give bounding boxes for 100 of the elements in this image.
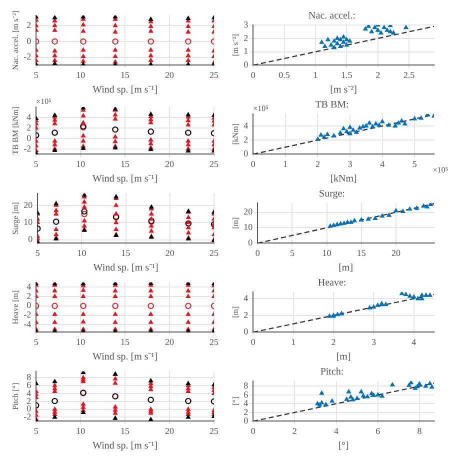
x-axis-title: [m]: [336, 352, 351, 363]
x-tick-label: 20: [165, 70, 175, 80]
x-tick-label: 3: [348, 158, 353, 169]
x-tick-label: 2: [331, 336, 336, 347]
y-tick-label: 0: [26, 404, 32, 414]
y-tick-label: 8: [244, 380, 249, 391]
y-tick-label: 2: [26, 122, 32, 132]
y-axis-title: [°]: [230, 396, 240, 406]
y-tick-label: 8: [26, 372, 32, 382]
x-tick-label: 5: [290, 248, 295, 258]
x-tick-label: 2: [315, 158, 320, 169]
x-axis-title: [kNm]: [330, 174, 357, 185]
x-tick-label: 4: [380, 158, 386, 169]
y-tick-label: -2: [24, 143, 32, 154]
y-tick-label: 6: [26, 380, 32, 390]
y-tick-label: 0: [26, 132, 32, 143]
y-tick-label: 2: [244, 406, 248, 417]
text: ×10⁵: [432, 165, 448, 174]
x-tick-label: 1: [313, 70, 318, 80]
x-tick-label: 25: [210, 70, 219, 80]
x-axis-title: Wind sp. [m s⁻¹]: [92, 174, 158, 185]
x-tick-label: 10: [76, 336, 86, 347]
y-tick-label: 20: [244, 206, 254, 217]
x-tick-label: 5: [35, 248, 40, 258]
y-axis-title: [m]: [230, 306, 240, 318]
x-tick-label: 20: [165, 158, 175, 169]
y-tick-label: 0: [26, 36, 32, 46]
x-tick-label: 1.5: [341, 70, 353, 80]
x-tick-label: 4: [334, 426, 340, 436]
x-tick-label: 15: [356, 248, 366, 258]
x-tick-label: 10: [76, 426, 86, 436]
y-tick-label: 0: [244, 148, 249, 159]
y-tick-label: -2: [24, 52, 32, 62]
y-tick-label: 20: [24, 200, 34, 210]
x-tick-label: 10: [76, 70, 86, 80]
y-tick-label: 0: [244, 60, 249, 70]
y-tick-label: 10: [244, 222, 254, 232]
chart-title: Nac. accel.:: [308, 10, 356, 22]
x-tick-label: 6: [376, 426, 381, 436]
y-tick-label: 4: [244, 293, 249, 304]
x-tick-label: 2: [376, 70, 380, 80]
x-axis-title: [m s⁻²]: [330, 84, 357, 96]
x-tick-label: 15: [121, 248, 131, 258]
x-tick-label: 5: [412, 158, 418, 169]
x-tick-label: 15: [120, 70, 130, 80]
y-tick-label: -2: [24, 310, 32, 320]
x-tick-label: 25: [210, 336, 219, 347]
y-tick-label: 4: [26, 112, 32, 122]
y-tick-label: 10: [24, 216, 34, 227]
x-tick-label: 4: [412, 336, 417, 347]
y-axis-title: Surge [m]: [10, 202, 20, 234]
x-tick-label: 15: [120, 336, 130, 347]
y-axis-title: Heave [m]: [10, 290, 20, 324]
x-tick-label: 1: [283, 158, 288, 169]
y-tick-label: 0: [26, 300, 32, 310]
y-axis-title: [kNm]: [230, 123, 240, 145]
text: ×10⁵: [253, 104, 269, 114]
y-tick-label: 4: [244, 398, 249, 408]
y-tick-label: 6: [244, 389, 249, 400]
y-tick-label: 1: [244, 46, 248, 56]
x-axis-title: [m]: [338, 262, 354, 274]
chart-title: Surge:: [319, 188, 345, 200]
y-axis-title: Pitch [°]: [10, 382, 20, 410]
x-tick-label: 25: [210, 158, 219, 169]
chart-title: Pitch:: [320, 366, 344, 378]
y-tick-label: 2: [26, 20, 32, 30]
y-tick-label: 2: [244, 310, 248, 320]
y-tick-label: 0: [244, 326, 249, 337]
x-axis-title: Wind sp. [m s⁻¹]: [93, 262, 158, 274]
x-axis-title: Wind sp. [m s⁻¹]: [92, 440, 158, 452]
y-tick-label: 4: [26, 388, 32, 398]
y-tick-label: 2: [244, 32, 248, 43]
x-tick-label: 5: [34, 70, 39, 80]
x-axis-title: Wind sp. [m s⁻¹]: [92, 352, 158, 363]
y-tick-label: -2: [24, 412, 32, 422]
x-tick-label: 8: [417, 426, 422, 436]
x-tick-label: 20: [165, 336, 175, 347]
y-tick-label: -4: [24, 319, 32, 330]
y-tick-label: 4: [244, 120, 249, 130]
x-tick-label: 5: [34, 158, 39, 169]
y-tick-label: 3: [244, 19, 249, 30]
y-tick-label: 2: [26, 290, 32, 301]
x-tick-label: 0: [255, 248, 260, 258]
x-tick-label: 20: [165, 426, 175, 436]
x-axis-title: Wind sp. [m s⁻¹]: [92, 84, 158, 96]
x-tick-label: 15: [120, 426, 130, 436]
y-tick-label: 2: [244, 134, 248, 144]
x-tick-label: 10: [76, 158, 86, 169]
y-tick-label: 0: [248, 238, 254, 248]
x-tick-label: 1: [291, 336, 296, 347]
y-tick-label: 0: [244, 416, 249, 426]
y-axis-title: [m]: [230, 216, 240, 229]
x-axis-title: [°]: [338, 440, 349, 452]
x-tick-label: 20: [391, 248, 401, 258]
x-tick-label: 5: [34, 336, 39, 347]
chart-title: Heave:: [318, 278, 346, 289]
x-tick-label: 0.5: [278, 70, 290, 80]
y-axis-title: [m s⁻²]: [230, 34, 240, 56]
x-tick-label: 5: [34, 426, 39, 436]
y-tick-label: 2: [26, 396, 32, 406]
